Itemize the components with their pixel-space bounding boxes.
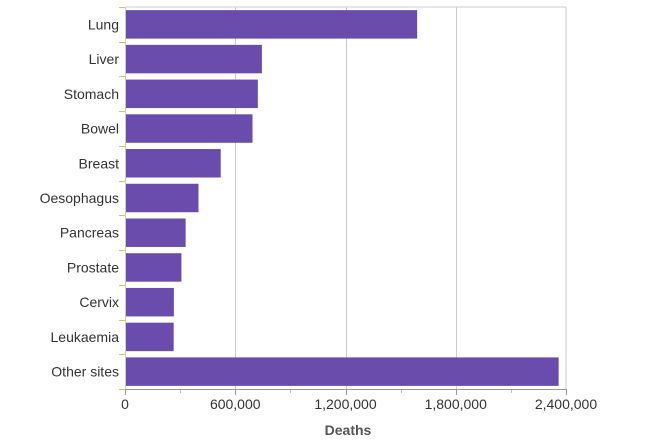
bar-leukaemia (126, 322, 174, 352)
x-tick-label: 0 (121, 396, 129, 412)
y-category-label: Stomach (64, 86, 119, 102)
x-tick-label: 1,800,000 (425, 396, 487, 412)
bar-liver (126, 44, 262, 74)
bar-lung (126, 10, 418, 39)
bar-bowel (126, 114, 253, 143)
bar-pancreas (126, 218, 186, 247)
y-category-label: Liver (89, 51, 120, 67)
x-axis-title: Deaths (325, 422, 372, 438)
y-category-label: Pancreas (60, 225, 119, 241)
bar-cervix (126, 287, 174, 317)
bar-stomach (126, 79, 258, 109)
y-category-label: Bowel (81, 121, 119, 137)
bar-oesophagus (126, 183, 199, 213)
y-category-label: Oesophagus (40, 190, 119, 206)
axes (119, 7, 567, 395)
bars (126, 10, 559, 386)
y-category-label: Leukaemia (51, 329, 120, 345)
y-category-label: Breast (79, 155, 120, 171)
y-category-label: Lung (88, 16, 119, 32)
x-tick-label: 2,400,000 (535, 396, 597, 412)
y-category-label: Prostate (67, 259, 119, 275)
x-tick-label: 600,000 (210, 396, 261, 412)
bar-breast (126, 149, 221, 178)
labels: 0 600,000 1,200,000 1,800,000 2,400,000 Lung L… (40, 16, 598, 412)
y-category-label: Cervix (79, 294, 119, 310)
y-category-label: Other sites (51, 364, 119, 380)
x-tick-label: 1,200,000 (314, 396, 376, 412)
bar-prostate (126, 253, 182, 282)
bar-other-sites (126, 357, 559, 386)
